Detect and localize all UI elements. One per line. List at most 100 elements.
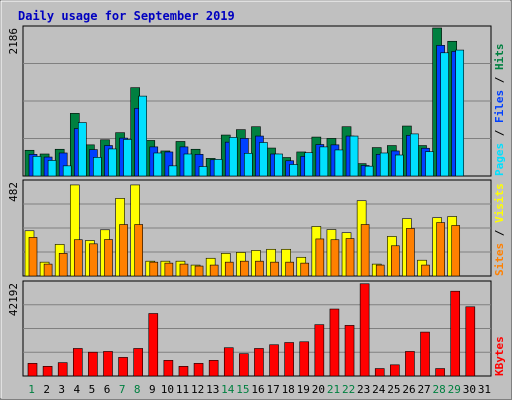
bar-pages-day-15 [244,153,253,177]
x-tick-label-9: 9 [149,383,156,396]
bar-pages-day-10 [168,165,178,177]
x-tick-label-13: 13 [206,383,219,396]
bar-kbytes-day-8 [133,348,143,377]
bar-kbytes-day-28 [435,368,445,377]
bar-kbytes-day-14 [223,347,234,377]
kbytes-panel: 42192 KBytes [7,280,506,377]
visits-sites-panel: 482 Sites / Visits [7,179,506,277]
bar-pages-day-18 [289,164,298,177]
x-tick-label-29: 29 [448,383,461,396]
bar-pages-day-12 [198,166,208,177]
bar-sites-day-23 [360,224,370,277]
bar-pages-day-14 [228,137,238,177]
x-tick-label-15: 15 [236,383,249,396]
hits-files-pages-panel: 2186 Pages / Files / Hits [7,25,506,177]
bar-sites-day-9 [149,261,159,277]
bar-sites-day-17 [270,261,279,277]
bar-kbytes-day-30 [465,306,476,377]
bar-pages-day-22 [349,135,359,177]
bar-pages-day-24 [379,152,389,177]
x-tick-label-3: 3 [58,383,65,396]
x-tick-label-31: 31 [478,383,491,396]
bar-kbytes-day-22 [344,325,355,377]
bar-sites-day-8 [134,224,143,277]
bar-sites-day-20 [315,238,325,277]
bar-kbytes-day-21 [329,308,340,377]
chart-title: Daily usage for September 2019 [18,9,235,23]
bar-pages-day-8 [138,95,147,177]
kbytes-ymax-label: 42192 [7,283,20,316]
x-tick-label-16: 16 [251,383,264,396]
bar-pages-day-2 [47,160,57,177]
x-tick-label-24: 24 [372,383,386,396]
bar-kbytes-day-13 [208,360,219,377]
bar-pages-day-1 [32,156,42,177]
bar-pages-day-6 [108,148,117,177]
bar-sites-day-5 [89,243,98,277]
bar-sites-day-2 [43,263,53,277]
bar-sites-day-28 [436,222,445,277]
bar-kbytes-day-3 [57,362,68,377]
x-tick-label-20: 20 [312,383,325,396]
x-tick-label-6: 6 [104,383,111,396]
bar-sites-day-7 [119,224,128,277]
kbytes-right-label: KBytes [493,336,506,376]
bar-pages-day-17 [274,153,283,177]
hits-files-pages-right-label: Pages / Files / Hits [493,44,506,177]
x-tick-label-22: 22 [342,383,355,396]
legend-separator: / [493,70,506,90]
bar-sites-day-19 [300,262,310,277]
bar-pages-day-26 [410,133,419,177]
bar-pages-day-23 [364,165,374,177]
x-tick-label-8: 8 [134,383,141,396]
bar-sites-day-24 [375,264,385,277]
bar-pages-day-29 [455,49,465,177]
x-tick-label-4: 4 [74,383,81,396]
bar-pages-day-9 [153,152,163,177]
bar-sites-day-27 [421,264,430,277]
x-tick-label-23: 23 [357,383,370,396]
x-tick-label-12: 12 [191,383,204,396]
bar-kbytes-day-26 [405,351,415,377]
bar-kbytes-day-15 [239,353,249,377]
bar-kbytes-day-9 [148,313,159,377]
bar-kbytes-day-29 [450,290,461,377]
hits-files-pages-ymax-label: 2186 [7,28,20,55]
bar-kbytes-day-7 [118,357,128,377]
x-tick-label-26: 26 [402,383,415,396]
bar-sites-day-18 [285,261,294,277]
bar-sites-day-3 [58,253,68,277]
bar-kbytes-day-4 [72,348,83,377]
bar-sites-day-14 [224,261,234,277]
bar-sites-day-21 [330,239,340,277]
legend-separator: / [493,123,506,143]
legend-pages: Pages [493,143,506,176]
x-tick-label-19: 19 [297,383,310,396]
legend-hits: Hits [493,44,506,71]
bar-sites-day-29 [451,225,461,277]
bar-sites-day-22 [345,238,355,277]
bar-sites-day-10 [164,262,174,277]
bar-kbytes-day-24 [374,368,385,377]
bar-pages-day-27 [425,151,434,177]
bar-kbytes-day-1 [27,363,38,377]
bar-kbytes-day-19 [299,341,310,377]
bar-pages-day-3 [62,165,72,177]
legend-kbytes: KBytes [493,336,506,376]
bar-pages-day-7 [123,139,132,177]
bar-pages-day-19 [304,152,314,177]
x-tick-label-27: 27 [417,383,430,396]
x-tick-label-25: 25 [387,383,400,396]
bar-pages-day-20 [319,146,329,177]
legend-visits: Visits [493,183,506,223]
x-tick-label-11: 11 [176,383,189,396]
bar-kbytes-day-6 [103,351,113,377]
x-tick-label-17: 17 [266,383,279,396]
bar-kbytes-day-12 [193,363,204,377]
bar-kbytes-day-18 [284,342,294,377]
x-tick-label-7: 7 [119,383,126,396]
bar-pages-day-13 [213,159,223,177]
bar-sites-day-4 [73,239,83,277]
bar-pages-day-16 [259,142,268,177]
